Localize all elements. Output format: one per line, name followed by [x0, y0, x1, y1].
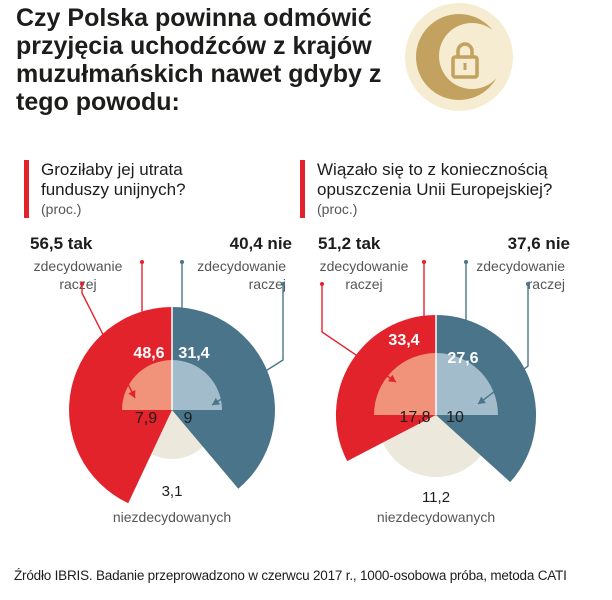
legend-no-rather: raczej — [528, 276, 565, 292]
value-label-no-rather: 9 — [184, 410, 193, 427]
panel-1-header: Groziłaby jej utrata funduszy unijnych? … — [24, 160, 241, 218]
no-total-label: 37,6 nie — [508, 234, 570, 253]
leader-dot — [281, 282, 285, 286]
leader-dot — [320, 282, 324, 286]
leader-line — [321, 284, 397, 383]
slice-yes-rather — [374, 353, 436, 415]
leader-dot — [80, 282, 84, 286]
panel-2-question: Wiązało się to z koniecznością opuszczen… — [317, 160, 553, 199]
slice-no-rather — [172, 360, 222, 410]
leader-line — [211, 284, 284, 406]
leader-dot — [422, 260, 426, 264]
panel-1-unit: (proc.) — [41, 201, 82, 217]
panel-2-header: Wiązało się to z koniecznością opuszczen… — [300, 160, 597, 218]
leader-arrowhead — [138, 321, 146, 327]
value-label-yes-definitely: 48,6 — [133, 345, 164, 362]
value-label-no-definitely: 31,4 — [178, 345, 209, 362]
legend-yes-rather: raczej — [345, 276, 382, 292]
value-label-no-rather: 10 — [446, 409, 464, 426]
no-total-label: 40,4 nie — [230, 234, 292, 253]
legend-no-rather: raczej — [249, 276, 286, 292]
leader-arrowhead — [128, 389, 136, 398]
value-label-yes-rather: 7,9 — [135, 410, 157, 427]
yes-total-label: 56,5 tak — [30, 234, 93, 253]
legend-yes-rather: raczej — [59, 276, 96, 292]
leader-arrowhead — [212, 397, 221, 405]
legend-yes-definitely: zdecydowanie — [34, 258, 123, 274]
leader-line — [81, 284, 136, 399]
legend-yes-definitely: zdecydowanie — [320, 258, 409, 274]
leader-arrowhead — [178, 322, 186, 328]
undecided-label: niezdecydowanych — [113, 509, 231, 525]
source-note: Źródło IBRIS. Badanie przeprowadzono w c… — [14, 568, 567, 583]
value-label-no-definitely: 27,6 — [447, 350, 478, 367]
legend-no-definitely: zdecydowanie — [476, 258, 565, 274]
crescent-padlock-icon — [405, 3, 513, 111]
yes-total-label: 51,2 tak — [318, 234, 381, 253]
leader-arrowhead — [462, 324, 470, 330]
leader-arrowhead — [420, 316, 428, 322]
leader-dot — [526, 282, 530, 286]
undecided-value: 3,1 — [162, 483, 183, 500]
value-label-yes-definitely: 33,4 — [388, 332, 419, 349]
padlock-body — [451, 55, 479, 79]
legend-no-definitely: zdecydowanie — [197, 258, 286, 274]
page-title: Czy Polska powinna odmówić przyjęcia uch… — [16, 4, 382, 116]
value-label-yes-rather: 17,8 — [399, 409, 430, 426]
panel-1-question: Groziłaby jej utrata funduszy unijnych? — [41, 160, 186, 199]
leader-arrowhead — [478, 396, 486, 404]
slice-yes-definitely — [69, 307, 172, 504]
padlock-shackle — [456, 42, 474, 58]
undecided-value: 11,2 — [422, 489, 450, 506]
undecided-label: niezdecydowanych — [377, 509, 495, 525]
leader-dot — [464, 260, 468, 264]
leader-dot — [140, 260, 144, 264]
leader-dot — [180, 260, 184, 264]
leader-line — [477, 284, 529, 405]
panel-2-unit: (proc.) — [317, 201, 358, 217]
leader-arrowhead — [387, 374, 396, 382]
